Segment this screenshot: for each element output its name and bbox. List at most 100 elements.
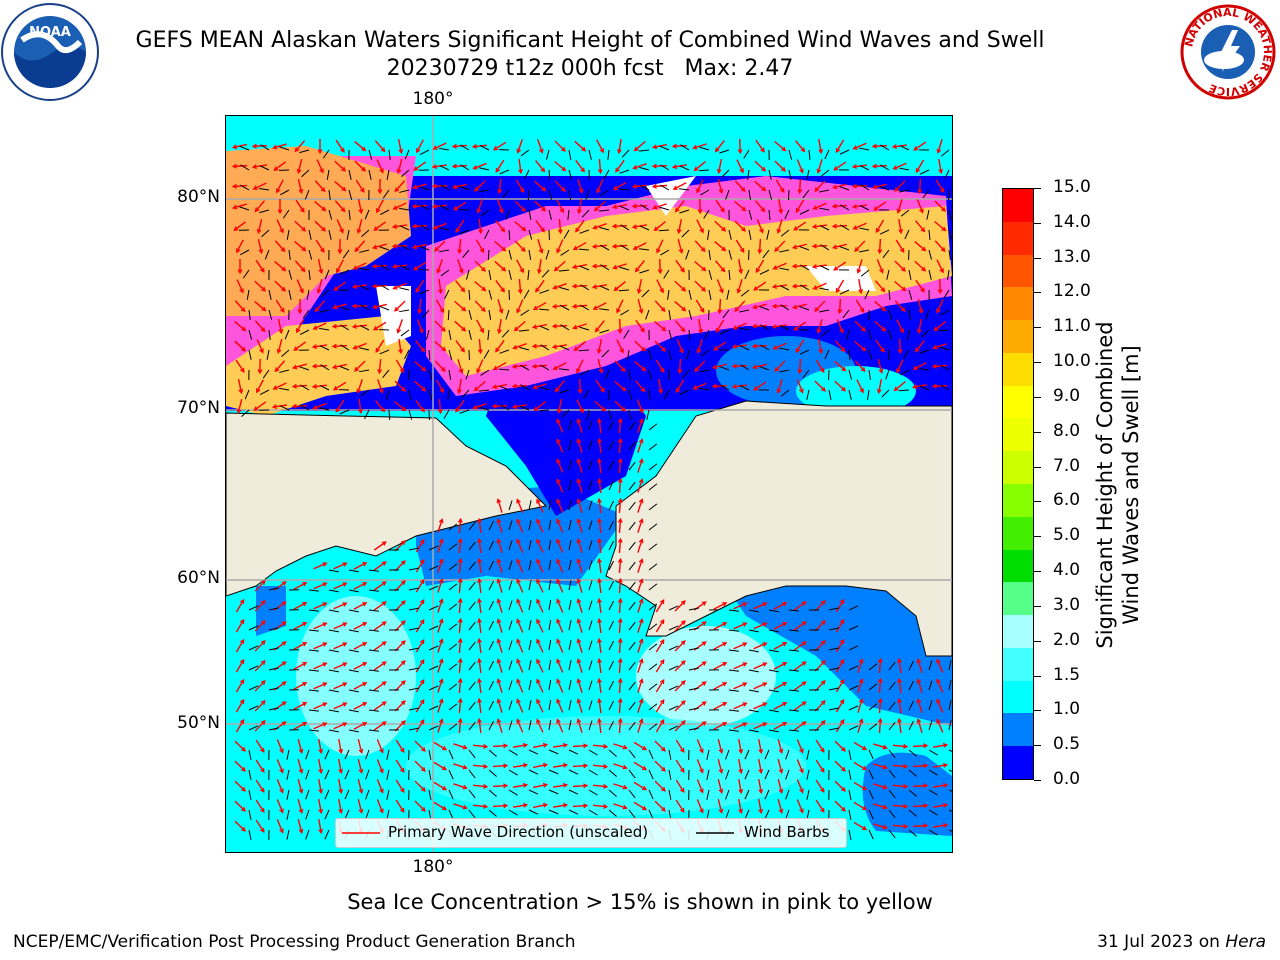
wind-barb [279,146,290,151]
wave-arrow-head [260,640,266,645]
colorbar-tick-mark [1034,431,1041,433]
wave-direction-arrow [696,179,704,193]
wind-barb [908,749,918,757]
wind-barb [699,146,710,151]
wave-arrow-head [394,306,399,312]
wave-direction-arrow [536,539,544,553]
wind-barb [579,229,590,234]
wave-arrow-head [576,558,582,564]
wave-direction-arrow [557,398,563,414]
wind-barb [308,589,319,592]
wave-arrow-head [400,660,406,666]
wind-barb [588,500,593,511]
wave-direction-arrow [777,799,783,813]
wind-barb [499,349,510,354]
wind-barb [799,246,810,251]
wave-direction-arrow [253,401,267,411]
wind-barb [264,249,270,260]
wind-barb [528,809,539,815]
wind-barb [408,389,412,400]
wave-arrow-head [279,828,284,834]
wave-direction-arrow [556,419,564,433]
wave-direction-arrow [898,678,902,694]
wind-barb [379,349,390,355]
wave-arrow-head [597,637,602,644]
wave-direction-arrow [675,200,685,212]
wave-arrow-head [797,189,803,195]
wave-direction-arrow [598,158,602,174]
wind-barb [608,500,614,511]
wind-barb [688,289,692,300]
wind-barb [948,789,952,792]
wind-barb [682,369,690,379]
wind-barb [806,389,810,400]
wave-direction-arrow [655,619,665,633]
wave-arrow-head [771,284,778,289]
wind-barb [399,264,410,271]
wind-barb [785,809,790,820]
wave-direction-arrow [737,279,743,293]
wind-barb [639,166,650,171]
wave-direction-arrow [294,220,306,232]
wave-direction-arrow [378,358,382,374]
wave-arrow-head [311,384,317,389]
colorbar-tick-mark [1034,222,1041,224]
wave-arrow-head [583,783,589,789]
wave-direction-arrow [796,779,804,793]
wind-barb [308,649,319,652]
wave-direction-arrow [676,339,684,353]
wave-arrow-head [638,618,644,624]
wave-direction-arrow [655,599,665,613]
wave-arrow-head [498,208,504,214]
wave-direction-arrow [293,341,307,351]
wave-arrow-head [903,783,909,789]
wave-direction-arrow [498,178,502,194]
wave-direction-arrow [375,400,385,412]
wave-arrow-head [477,677,482,683]
wave-arrow-head [231,163,237,169]
wave-direction-arrow [497,499,503,513]
wave-arrow-head [597,169,603,175]
wind-barb [548,769,559,775]
wave-direction-arrow [318,798,322,814]
wave-arrow-head [342,682,348,687]
wind-barb [908,680,914,691]
wind-barb [928,789,938,796]
colorbar-tick-mark [1034,292,1041,294]
wind-barb [707,229,710,240]
wave-direction-arrow [815,759,825,773]
wave-direction-arrow [334,180,346,192]
wave-arrow-head [583,763,589,769]
wave-direction-arrow [654,780,666,792]
wave-direction-arrow [416,319,424,333]
wave-arrow-head [819,367,825,374]
wave-direction-arrow [833,161,847,171]
wave-arrow-head [603,783,609,789]
wave-arrow-head [659,288,664,294]
wave-direction-arrow [453,783,467,789]
wave-direction-arrow [654,800,666,812]
wave-arrow-head [914,347,920,353]
wave-arrow-head [280,307,285,313]
wave-arrow-head [903,743,909,749]
colorbar-tick-label: 5.0 [1053,525,1081,546]
wave-arrow-head [576,678,582,684]
wave-arrow-head [281,581,287,586]
wind-barb [260,144,270,151]
wave-arrow-head [540,227,545,233]
wind-barb [428,585,439,591]
wave-direction-arrow [835,719,845,733]
wave-arrow-head [936,718,941,724]
wave-direction-arrow [717,179,723,193]
wave-direction-arrow [277,339,283,353]
wave-arrow-head [451,143,457,149]
wave-arrow-head [281,721,287,726]
wave-direction-arrow [357,799,363,813]
wave-arrow-head [801,721,807,726]
wind-barb [888,809,896,819]
wave-arrow-head [835,148,841,154]
wave-direction-arrow [357,379,363,393]
wave-direction-arrow [637,278,643,294]
wave-arrow-head [638,538,644,544]
colorbar-tick-label: 1.0 [1053,699,1081,720]
